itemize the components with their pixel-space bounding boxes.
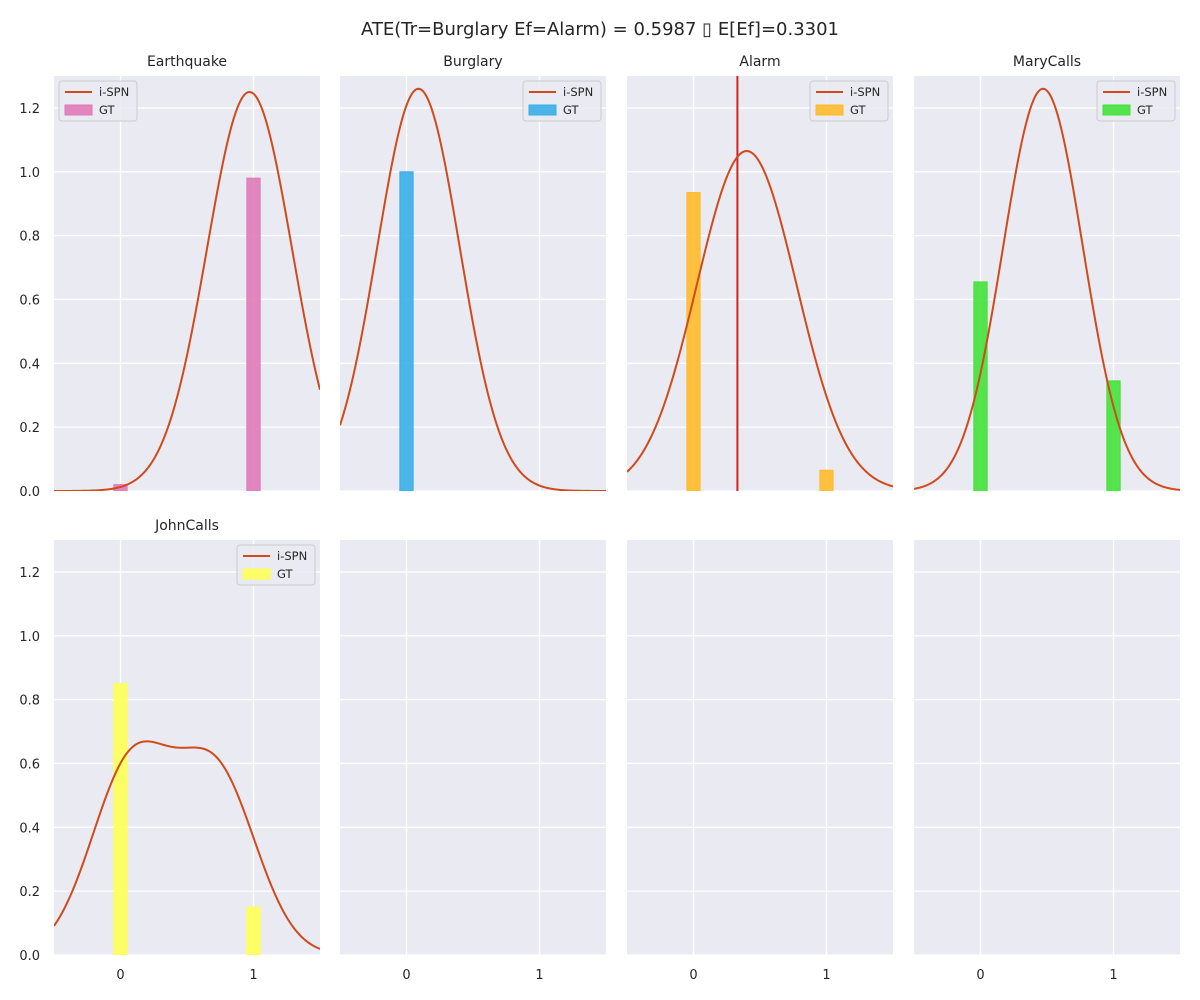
y-tick-label: 0.2 [19, 885, 40, 900]
y-tick-label: 0.8 [19, 230, 40, 245]
i-spn-curve [627, 150, 893, 488]
figure-title: ATE(Tr=Burglary Ef=Alarm) = 0.5987 ▯ E[E… [361, 19, 839, 40]
legend-label-gt: GT [1137, 103, 1154, 117]
y-tick-label: 1.2 [19, 566, 40, 581]
x-tick-label: 0 [116, 968, 124, 983]
plot-area [914, 540, 1180, 955]
legend-label-i-spn: i-SPN [1137, 85, 1167, 99]
subplot-earthquake: 0.0 0.2 0.4 0.6 0.8 1.0 1.2 Earthquake i-SPN GT [19, 54, 320, 500]
subplot-grid: 0.00.20.40.60.81.01.2Earthquakei-SPNGTBu… [19, 54, 1180, 983]
i-spn-curve [914, 87, 1180, 491]
i-spn-curve [54, 90, 320, 491]
subplot-title: Earthquake [147, 54, 227, 70]
legend-label-gt: GT [850, 103, 867, 117]
gt-bar [819, 469, 834, 491]
legend-label-i-spn: i-SPN [850, 85, 880, 99]
x-tick-label: 1 [535, 968, 543, 983]
x-tick-label: 1 [249, 968, 257, 983]
legend-bar-swatch [64, 104, 93, 116]
plot-area [627, 76, 893, 491]
legend-bar-swatch [815, 104, 844, 116]
plot-content [340, 87, 606, 491]
y-tick-label: 1.0 [19, 166, 40, 181]
legend: i-SPN GT [809, 80, 889, 122]
legend-bar-swatch [242, 568, 271, 580]
plot-content [914, 87, 1180, 491]
subplot-title: MaryCalls [1013, 54, 1081, 70]
gt-bar [246, 177, 261, 491]
gt-bar [246, 906, 261, 955]
legend: i-SPN GT [236, 544, 316, 586]
plot-area [340, 76, 606, 491]
gt-bar [686, 192, 701, 491]
x-tick-label: 0 [689, 968, 697, 983]
plot-content [54, 683, 320, 955]
legend-bar-swatch [528, 104, 557, 116]
y-tick-label: 1.0 [19, 630, 40, 645]
subplot-johncalls: 0 1 0.0 0.2 0.4 0.6 0.8 1.0 1.2 JohnCalls i-SPN GT [19, 518, 320, 983]
subplot-marycalls: MaryCalls i-SPN GT [914, 54, 1180, 492]
y-tick-label: 1.2 [19, 102, 40, 117]
gt-bar [973, 281, 988, 491]
y-tick-label: 0.6 [19, 293, 40, 308]
subplot-title: Burglary [443, 54, 502, 70]
legend-label-i-spn: i-SPN [563, 85, 593, 99]
x-tick-label: 1 [1109, 968, 1117, 983]
gt-bar [1106, 380, 1121, 491]
x-tick-label: 0 [976, 968, 984, 983]
y-tick-label: 0.4 [19, 821, 40, 836]
subplot-title: Alarm [739, 54, 780, 70]
plot-area [54, 76, 320, 491]
plot-area [340, 540, 606, 955]
subplot-title: JohnCalls [154, 518, 219, 534]
x-tick-label: 0 [402, 968, 410, 983]
plot-area [627, 540, 893, 955]
gt-bar [399, 171, 414, 491]
i-spn-curve [340, 87, 606, 491]
subplot-burglary: Burglary i-SPN GT [340, 54, 606, 492]
y-tick-label: 0.8 [19, 694, 40, 709]
legend-bar-swatch [1102, 104, 1131, 116]
plot-content [54, 90, 320, 491]
i-spn-curve [54, 740, 320, 950]
subplot-alarm: Alarm i-SPN GT [627, 54, 893, 492]
legend-label-gt: GT [99, 103, 116, 117]
plot-content [627, 76, 893, 491]
gt-bar [113, 683, 128, 955]
legend: i-SPN GT [1096, 80, 1176, 122]
legend: i-SPN GT [522, 80, 602, 122]
legend-label-gt: GT [277, 567, 294, 581]
legend: i-SPN GT [58, 80, 138, 122]
legend-label-gt: GT [563, 103, 580, 117]
y-tick-label: 0.2 [19, 421, 40, 436]
plot-area [914, 76, 1180, 491]
x-tick-label: 1 [822, 968, 830, 983]
y-tick-label: 0.0 [19, 949, 40, 964]
y-tick-label: 0.4 [19, 357, 40, 372]
y-tick-label: 0.0 [19, 485, 40, 500]
legend-label-i-spn: i-SPN [277, 549, 307, 563]
y-tick-label: 0.6 [19, 757, 40, 772]
legend-label-i-spn: i-SPN [99, 85, 129, 99]
